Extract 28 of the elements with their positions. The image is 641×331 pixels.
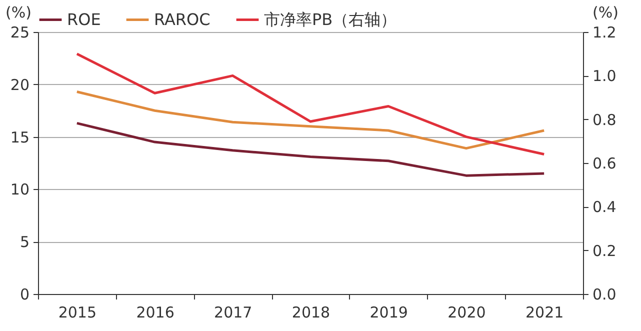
y2-tick-label: 1.0 [592, 67, 616, 86]
y2-axis-title: (%) [592, 4, 618, 22]
x-tick-label: 2017 [214, 304, 252, 322]
y2-tick-label: 0.4 [592, 198, 616, 216]
legend-label: RAROC [154, 10, 210, 29]
x-tick-label: 2021 [525, 304, 564, 322]
y2-tick-label: 0.0 [592, 286, 616, 304]
x-tick-label: 2015 [58, 304, 97, 322]
y-tick-label: 25 [10, 24, 30, 42]
y2-tick-label: 1.2 [592, 24, 616, 42]
legend-label: 市净率PB（右轴） [264, 10, 397, 29]
y-tick-label: 15 [10, 128, 30, 146]
legend-label: ROE [67, 10, 101, 29]
y-tick-label: 20 [10, 76, 30, 94]
y2-tick-label: 0.2 [592, 242, 616, 260]
y2-tick-label: 0.8 [592, 110, 616, 129]
x-tick-label: 2018 [292, 304, 330, 322]
y-axis-title: (%) [6, 4, 32, 22]
line-series [76, 90, 546, 150]
x-tick-label: 2016 [136, 304, 174, 322]
y2-tick-label: 0.6 [592, 154, 616, 172]
line-series [76, 52, 546, 156]
y-tick-label: 10 [10, 180, 30, 199]
x-tick-label: 2020 [448, 304, 486, 322]
line-series [76, 122, 546, 177]
y-tick-label: 5 [20, 233, 30, 252]
x-tick-label: 2019 [370, 304, 408, 322]
y-tick-label: 0 [20, 286, 30, 304]
